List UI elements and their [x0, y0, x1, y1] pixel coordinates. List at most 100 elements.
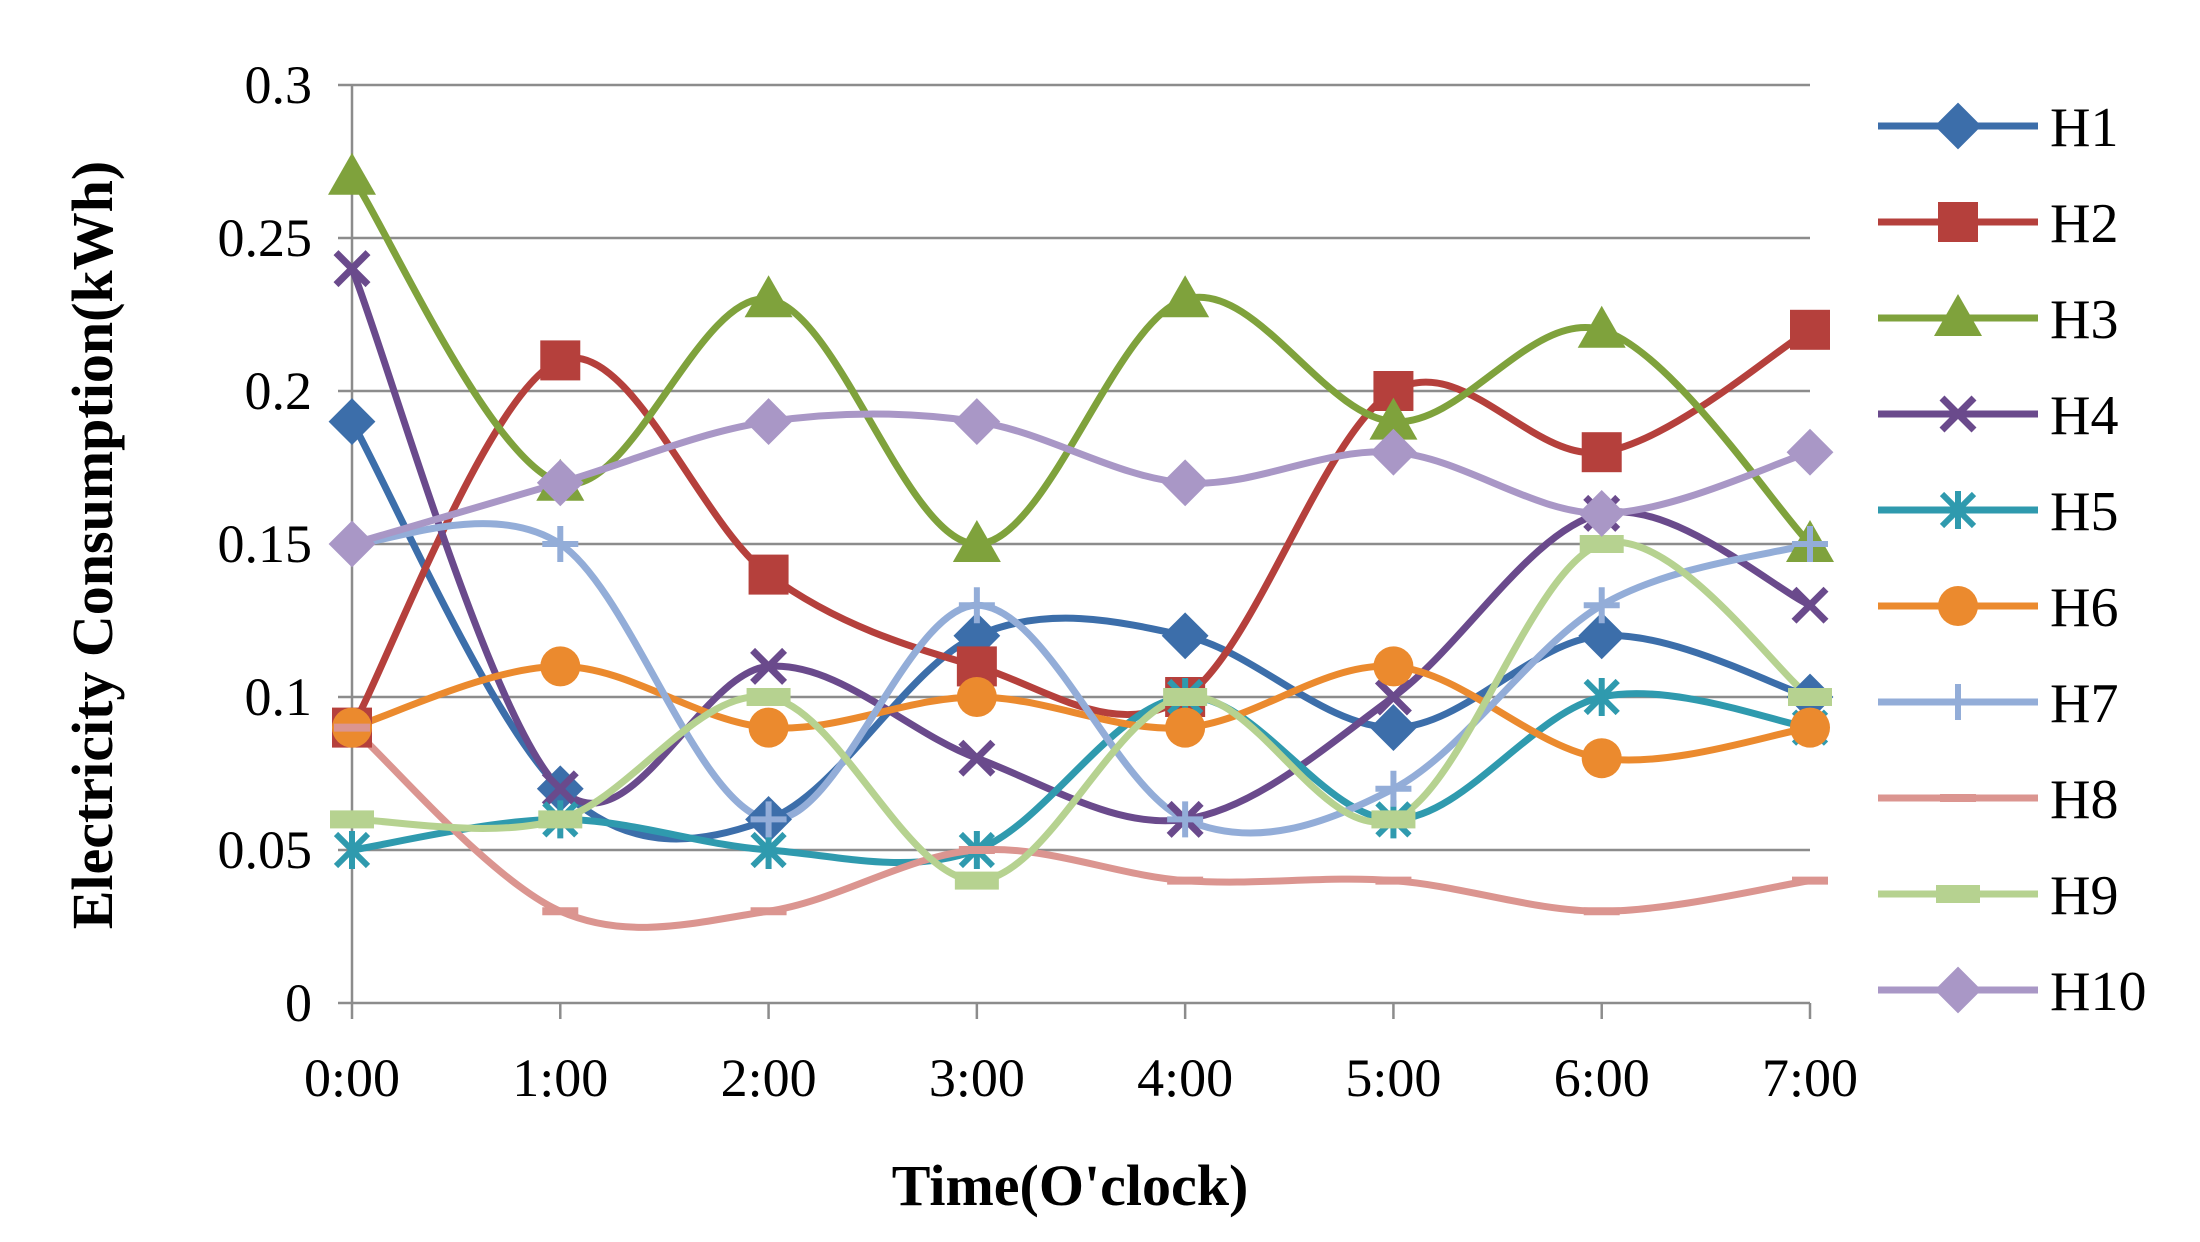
data-point-h3 [328, 152, 376, 195]
legend-label-h9: H9 [2050, 865, 2118, 927]
x-tick-label: 7:00 [1762, 1048, 1858, 1108]
data-point-h4 [958, 739, 996, 777]
y-tick-label: 0.2 [245, 361, 313, 421]
data-point-h9 [330, 810, 374, 829]
data-point-h7 [542, 526, 579, 562]
data-point-h3 [1369, 397, 1418, 440]
marker-stroke [1939, 395, 1977, 433]
y-tick-label: 0 [285, 973, 312, 1033]
data-point-h10 [745, 398, 792, 446]
data-point-h9 [746, 688, 791, 706]
legend-label-h5: H5 [2050, 481, 2118, 543]
series-line-h9 [351, 538, 1813, 885]
data-point-h10 [953, 398, 1001, 446]
legend-label-h8: H8 [2050, 769, 2118, 831]
data-point-h1 [1370, 704, 1417, 752]
series-line-h10 [351, 410, 1811, 548]
x-tick-label: 5:00 [1345, 1048, 1441, 1108]
data-point-h10 [536, 459, 584, 507]
data-point-h6 [956, 677, 997, 717]
legend-label-h10: H10 [2050, 961, 2146, 1023]
legend-marker-h2 [1938, 202, 1978, 242]
data-point-h4 [750, 647, 788, 685]
data-point-h10 [328, 520, 376, 568]
data-point-h5 [333, 831, 371, 869]
legend-label-h6: H6 [2050, 577, 2118, 639]
data-point-h10 [1578, 489, 1626, 537]
data-point-h7 [1167, 801, 1204, 838]
y-axis-ticks: 0 0.05 0.1 0.15 0.2 0.25 0.3 [218, 55, 352, 1033]
data-point-h9 [538, 810, 583, 829]
x-tick-label: 0:00 [304, 1048, 400, 1108]
data-point-h4 [1374, 678, 1412, 716]
data-point-h3 [744, 275, 793, 318]
x-tick-label: 6:00 [1554, 1048, 1650, 1108]
y-tick-label: 0.25 [218, 208, 313, 268]
data-point-h1 [1578, 612, 1626, 660]
x-tick-label: 2:00 [721, 1048, 817, 1108]
data-point-h10 [1370, 428, 1417, 476]
legend-entry-h4: H4 [1878, 385, 2118, 447]
legend-entry-h1: H1 [1878, 97, 2118, 159]
data-point-h10 [1786, 428, 1834, 476]
legend-marker-h6 [1938, 586, 1978, 626]
y-tick-label: 0.1 [245, 667, 313, 727]
data-point-h6 [1165, 707, 1206, 748]
data-point-h3 [952, 520, 1001, 562]
data-point-h7 [1375, 770, 1412, 807]
series-line-h7 [351, 520, 1811, 837]
data-point-h4 [333, 250, 371, 288]
legend-marker-h10 [1934, 966, 1982, 1014]
y-tick-label: 0.05 [218, 820, 313, 880]
data-point-h7 [1792, 526, 1828, 562]
data-point-h6 [1581, 738, 1622, 779]
legend-entry-h3: H3 [1878, 289, 2118, 351]
legend-marker-h4 [1939, 395, 1977, 433]
data-point-h4 [541, 770, 579, 808]
legend-marker-h5 [1939, 491, 1977, 529]
legend-label-h3: H3 [2050, 289, 2118, 351]
marker-stroke [750, 647, 788, 685]
legend-label-h4: H4 [2050, 385, 2118, 447]
data-point-h9 [954, 871, 999, 890]
marker-stroke [1791, 586, 1829, 624]
data-point-h3 [1161, 275, 1210, 318]
marker-stroke [1374, 678, 1412, 716]
data-point-h3 [1577, 305, 1626, 348]
data-point-h10 [1161, 459, 1209, 507]
data-point-h6 [540, 646, 581, 687]
data-point-h2 [540, 340, 581, 381]
series-markers [328, 152, 1834, 916]
data-point-h9 [1579, 535, 1624, 553]
data-point-h6 [748, 707, 789, 748]
legend-entry-h10: H10 [1878, 961, 2146, 1023]
legend-marker-h7 [1940, 684, 1976, 720]
x-tick-label: 4:00 [1137, 1048, 1233, 1108]
x-tick-label: 3:00 [929, 1048, 1025, 1108]
series-line-h4 [348, 267, 1812, 825]
data-point-h2 [1581, 432, 1622, 473]
legend-label-h2: H2 [2050, 193, 2118, 255]
legend-marker-h1 [1934, 102, 1982, 150]
legend-entry-h2: H2 [1878, 193, 2118, 255]
data-point-h1 [1161, 612, 1209, 660]
data-point-h6 [1373, 646, 1414, 687]
series-line-h5 [351, 690, 1811, 866]
data-point-h6 [1790, 707, 1830, 748]
marker-stroke [541, 770, 579, 808]
marker-stroke [958, 739, 996, 777]
y-tick-label: 0.15 [218, 514, 313, 574]
data-point-h2 [1790, 309, 1830, 350]
data-point-h7 [1583, 587, 1620, 624]
data-point-h7 [750, 801, 787, 838]
data-point-h9 [1788, 688, 1832, 706]
legend: H1 H2 H3 H4 H5 H6 H7 H8 H9 H10 [1878, 97, 2146, 1023]
data-point-h4 [1791, 586, 1829, 624]
legend-marker-h3 [1934, 294, 1982, 336]
legend-marker-h9 [1936, 885, 1980, 903]
gridlines [352, 83, 1810, 852]
legend-entry-h9: H9 [1878, 865, 2118, 927]
legend-label-h1: H1 [2050, 97, 2118, 159]
data-point-h1 [328, 398, 376, 446]
